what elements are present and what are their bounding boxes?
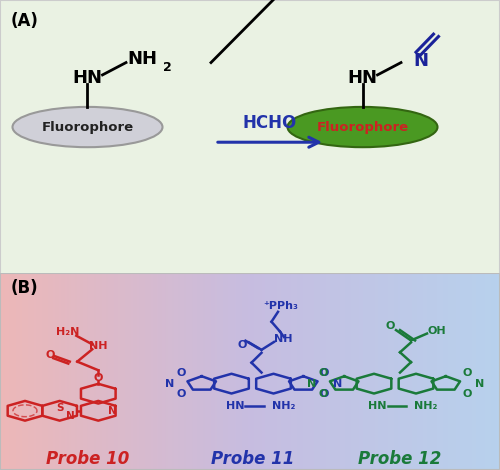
Text: O: O xyxy=(320,368,329,378)
Text: HN: HN xyxy=(348,69,378,87)
Text: O: O xyxy=(94,373,103,383)
Text: O: O xyxy=(45,350,54,360)
Text: O: O xyxy=(318,389,328,399)
Text: OH: OH xyxy=(428,326,446,336)
Text: N: N xyxy=(307,379,316,389)
Text: 2: 2 xyxy=(163,61,172,74)
Text: S: S xyxy=(56,403,64,413)
Text: Fluorophore: Fluorophore xyxy=(316,120,408,133)
Text: N: N xyxy=(414,52,428,70)
Text: NH₂: NH₂ xyxy=(272,401,295,411)
Text: HN: HN xyxy=(368,401,387,411)
Text: Probe 11: Probe 11 xyxy=(211,450,294,468)
Text: O: O xyxy=(386,321,394,331)
Text: O: O xyxy=(462,368,471,378)
Text: HN: HN xyxy=(226,401,244,411)
Text: ⁺PPh₃: ⁺PPh₃ xyxy=(263,301,298,311)
Text: N: N xyxy=(475,379,484,389)
Text: HCHO: HCHO xyxy=(243,114,297,132)
Text: HN: HN xyxy=(72,69,102,87)
Text: NH: NH xyxy=(274,335,292,345)
Text: N: N xyxy=(66,411,75,421)
Text: O: O xyxy=(462,389,471,399)
Ellipse shape xyxy=(288,107,438,147)
Text: H₂N: H₂N xyxy=(56,327,79,337)
Text: N: N xyxy=(164,379,174,389)
Text: O: O xyxy=(176,389,186,399)
Text: O: O xyxy=(320,389,329,399)
Text: Probe 10: Probe 10 xyxy=(46,450,129,468)
FancyBboxPatch shape xyxy=(0,0,500,275)
Text: Probe 12: Probe 12 xyxy=(358,450,442,468)
Text: (B): (B) xyxy=(11,279,38,297)
Text: O: O xyxy=(238,340,247,351)
Ellipse shape xyxy=(12,107,162,147)
Text: NH: NH xyxy=(89,341,108,351)
Text: (A): (A) xyxy=(11,12,39,30)
Text: O: O xyxy=(318,368,328,378)
Text: O: O xyxy=(176,368,186,378)
Text: N: N xyxy=(332,379,342,389)
Text: NH₂: NH₂ xyxy=(414,401,438,411)
Text: N: N xyxy=(108,406,116,416)
Text: NH: NH xyxy=(128,50,158,68)
Text: Fluorophore: Fluorophore xyxy=(42,120,134,133)
